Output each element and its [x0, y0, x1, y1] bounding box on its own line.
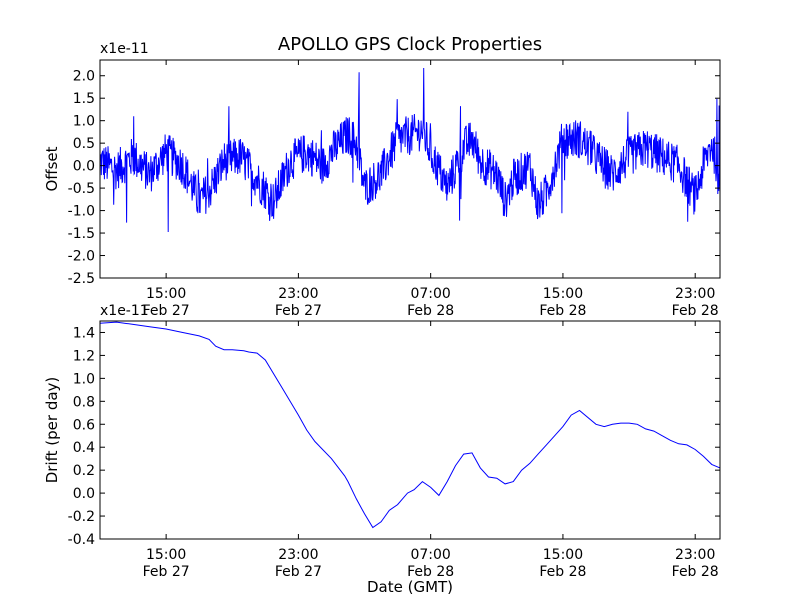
offset-ytick-label: -1.5	[68, 226, 95, 242]
drift-xtick-date: Feb 28	[539, 564, 586, 580]
offset-ytick-label: 1.5	[73, 91, 95, 107]
offset-ytick-label: -1.0	[68, 204, 95, 220]
offset-xtick-time: 15:00	[543, 286, 583, 302]
offset-series-line-0	[99, 67, 721, 233]
offset-xtick-time: 23:00	[675, 286, 715, 302]
offset-xtick-time: 23:00	[278, 286, 318, 302]
offset-xtick-time: 07:00	[410, 286, 450, 302]
drift-y-ticks: -0.4 -0.2 0.0 0.2 0.4 0.6 0.8 1.0 1.2 1.4	[68, 325, 720, 548]
drift-ytick-label: 1.0	[73, 371, 95, 387]
drift-xtick-date: Feb 27	[143, 564, 190, 580]
drift-ytick-label: -0.2	[68, 509, 95, 525]
offset-xtick-date: Feb 28	[539, 303, 586, 319]
drift-multiplier: x1e-11	[100, 303, 149, 319]
offset-plot-frame	[99, 59, 721, 279]
offset-xtick-date: Feb 27	[275, 303, 322, 319]
drift-xtick-time: 15:00	[146, 547, 186, 563]
offset-series-layer	[99, 67, 721, 233]
drift-xtick-time: 15:00	[543, 547, 583, 563]
x-axis-label: Date (GMT)	[367, 578, 453, 596]
offset-ytick-label: 1.0	[73, 114, 95, 130]
drift-series-layer	[99, 321, 721, 529]
drift-ytick-label: 0.0	[73, 486, 95, 502]
offset-y-ticks: -2.5 -2.0 -1.5 -1.0 -0.5 0.0 0.5 1.0 1.5 2.0	[68, 69, 720, 287]
drift-panel: -0.4-0.20.00.20.40.60.81.01.21.4 15:00Fe…	[43, 303, 721, 596]
offset-xtick-date: Feb 28	[672, 303, 719, 319]
drift-xtick-time: 23:00	[278, 547, 318, 563]
offset-panel: -2.5 -2.0 -1.5 -1.0 -0.5 0.0 0.5 1.0 1.5 2.0 15:0…	[43, 41, 721, 319]
drift-ytick-label: 0.4	[73, 440, 95, 456]
drift-xtick-time: 23:00	[675, 547, 715, 563]
drift-ytick-label: 1.4	[73, 325, 95, 341]
drift-xtick-date: Feb 27	[275, 564, 322, 580]
offset-ytick-label: 2.0	[73, 69, 95, 85]
offset-ytick-label: -0.5	[68, 181, 95, 197]
drift-series-line-0	[99, 321, 721, 529]
drift-xtick-time: 07:00	[410, 547, 450, 563]
offset-xtick-date: Feb 28	[407, 303, 454, 319]
offset-xtick-time: 15:00	[146, 286, 186, 302]
offset-ytick-label: 0.5	[73, 136, 95, 152]
drift-ytick-label: 0.8	[73, 394, 95, 410]
offset-ytick-label: -2.5	[68, 271, 95, 287]
drift-xtick-date: Feb 28	[407, 564, 454, 580]
drift-ytick-label: 1.2	[73, 348, 95, 364]
drift-ytick-label: 0.6	[73, 417, 95, 433]
offset-ytick-label: 0.0	[73, 159, 95, 175]
offset-y-axis-label: Offset	[43, 146, 61, 191]
offset-ytick-label: -2.0	[68, 249, 95, 265]
drift-plot-frame	[99, 320, 721, 540]
drift-y-axis-label: Drift (per day)	[43, 377, 61, 484]
drift-ytick-label: -0.4	[68, 532, 95, 548]
chart-title: APOLLO GPS Clock Properties	[278, 34, 542, 55]
offset-multiplier: x1e-11	[100, 41, 149, 57]
drift-xtick-date: Feb 28	[672, 564, 719, 580]
drift-ytick-label: 0.2	[73, 463, 95, 479]
offset-xtick-date: Feb 27	[143, 303, 190, 319]
